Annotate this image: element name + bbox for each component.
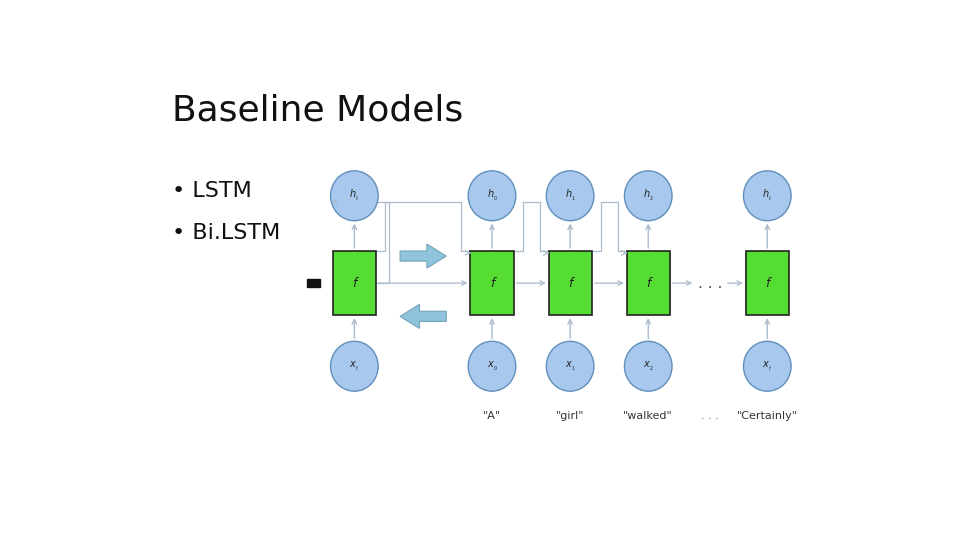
Text: $x_{_t}$: $x_{_t}$: [762, 360, 773, 373]
FancyBboxPatch shape: [307, 279, 320, 287]
Polygon shape: [400, 244, 446, 268]
Text: "Certainly": "Certainly": [736, 411, 798, 421]
Text: "A": "A": [483, 411, 501, 421]
FancyBboxPatch shape: [333, 251, 376, 315]
Polygon shape: [400, 305, 446, 328]
Ellipse shape: [624, 171, 672, 221]
Ellipse shape: [468, 341, 516, 391]
Text: • Bi.LSTM: • Bi.LSTM: [172, 223, 280, 243]
Text: "walked": "walked": [623, 411, 673, 421]
Ellipse shape: [330, 341, 378, 391]
Ellipse shape: [743, 341, 791, 391]
Text: • LSTM: • LSTM: [172, 181, 252, 201]
Text: $h_{_2}$: $h_{_2}$: [643, 188, 654, 203]
Text: Baseline Models: Baseline Models: [172, 94, 464, 128]
Ellipse shape: [743, 171, 791, 221]
FancyBboxPatch shape: [470, 251, 514, 315]
Ellipse shape: [546, 341, 594, 391]
Text: f: f: [568, 276, 572, 289]
FancyBboxPatch shape: [627, 251, 670, 315]
Text: f: f: [490, 276, 494, 289]
Ellipse shape: [468, 171, 516, 221]
Text: "girl": "girl": [556, 411, 585, 421]
Text: $h_{_t}$: $h_{_t}$: [762, 188, 773, 203]
Text: $h_{_t}$: $h_{_t}$: [349, 188, 359, 203]
FancyBboxPatch shape: [746, 251, 789, 315]
FancyBboxPatch shape: [548, 251, 591, 315]
Text: $x_{_t}$: $x_{_t}$: [349, 360, 359, 373]
Ellipse shape: [330, 171, 378, 221]
Text: $h_{_0}$: $h_{_0}$: [487, 188, 497, 203]
Text: f: f: [765, 276, 770, 289]
Text: f: f: [646, 276, 651, 289]
Text: . . .: . . .: [701, 411, 719, 421]
Ellipse shape: [546, 171, 594, 221]
Text: . . .: . . .: [698, 275, 722, 291]
Text: $x_{_1}$: $x_{_1}$: [564, 360, 575, 373]
Text: f: f: [352, 276, 356, 289]
Ellipse shape: [624, 341, 672, 391]
Text: $x_{_2}$: $x_{_2}$: [643, 360, 654, 373]
Text: $x_{_0}$: $x_{_0}$: [487, 360, 497, 373]
Text: $h_{_1}$: $h_{_1}$: [564, 188, 576, 203]
